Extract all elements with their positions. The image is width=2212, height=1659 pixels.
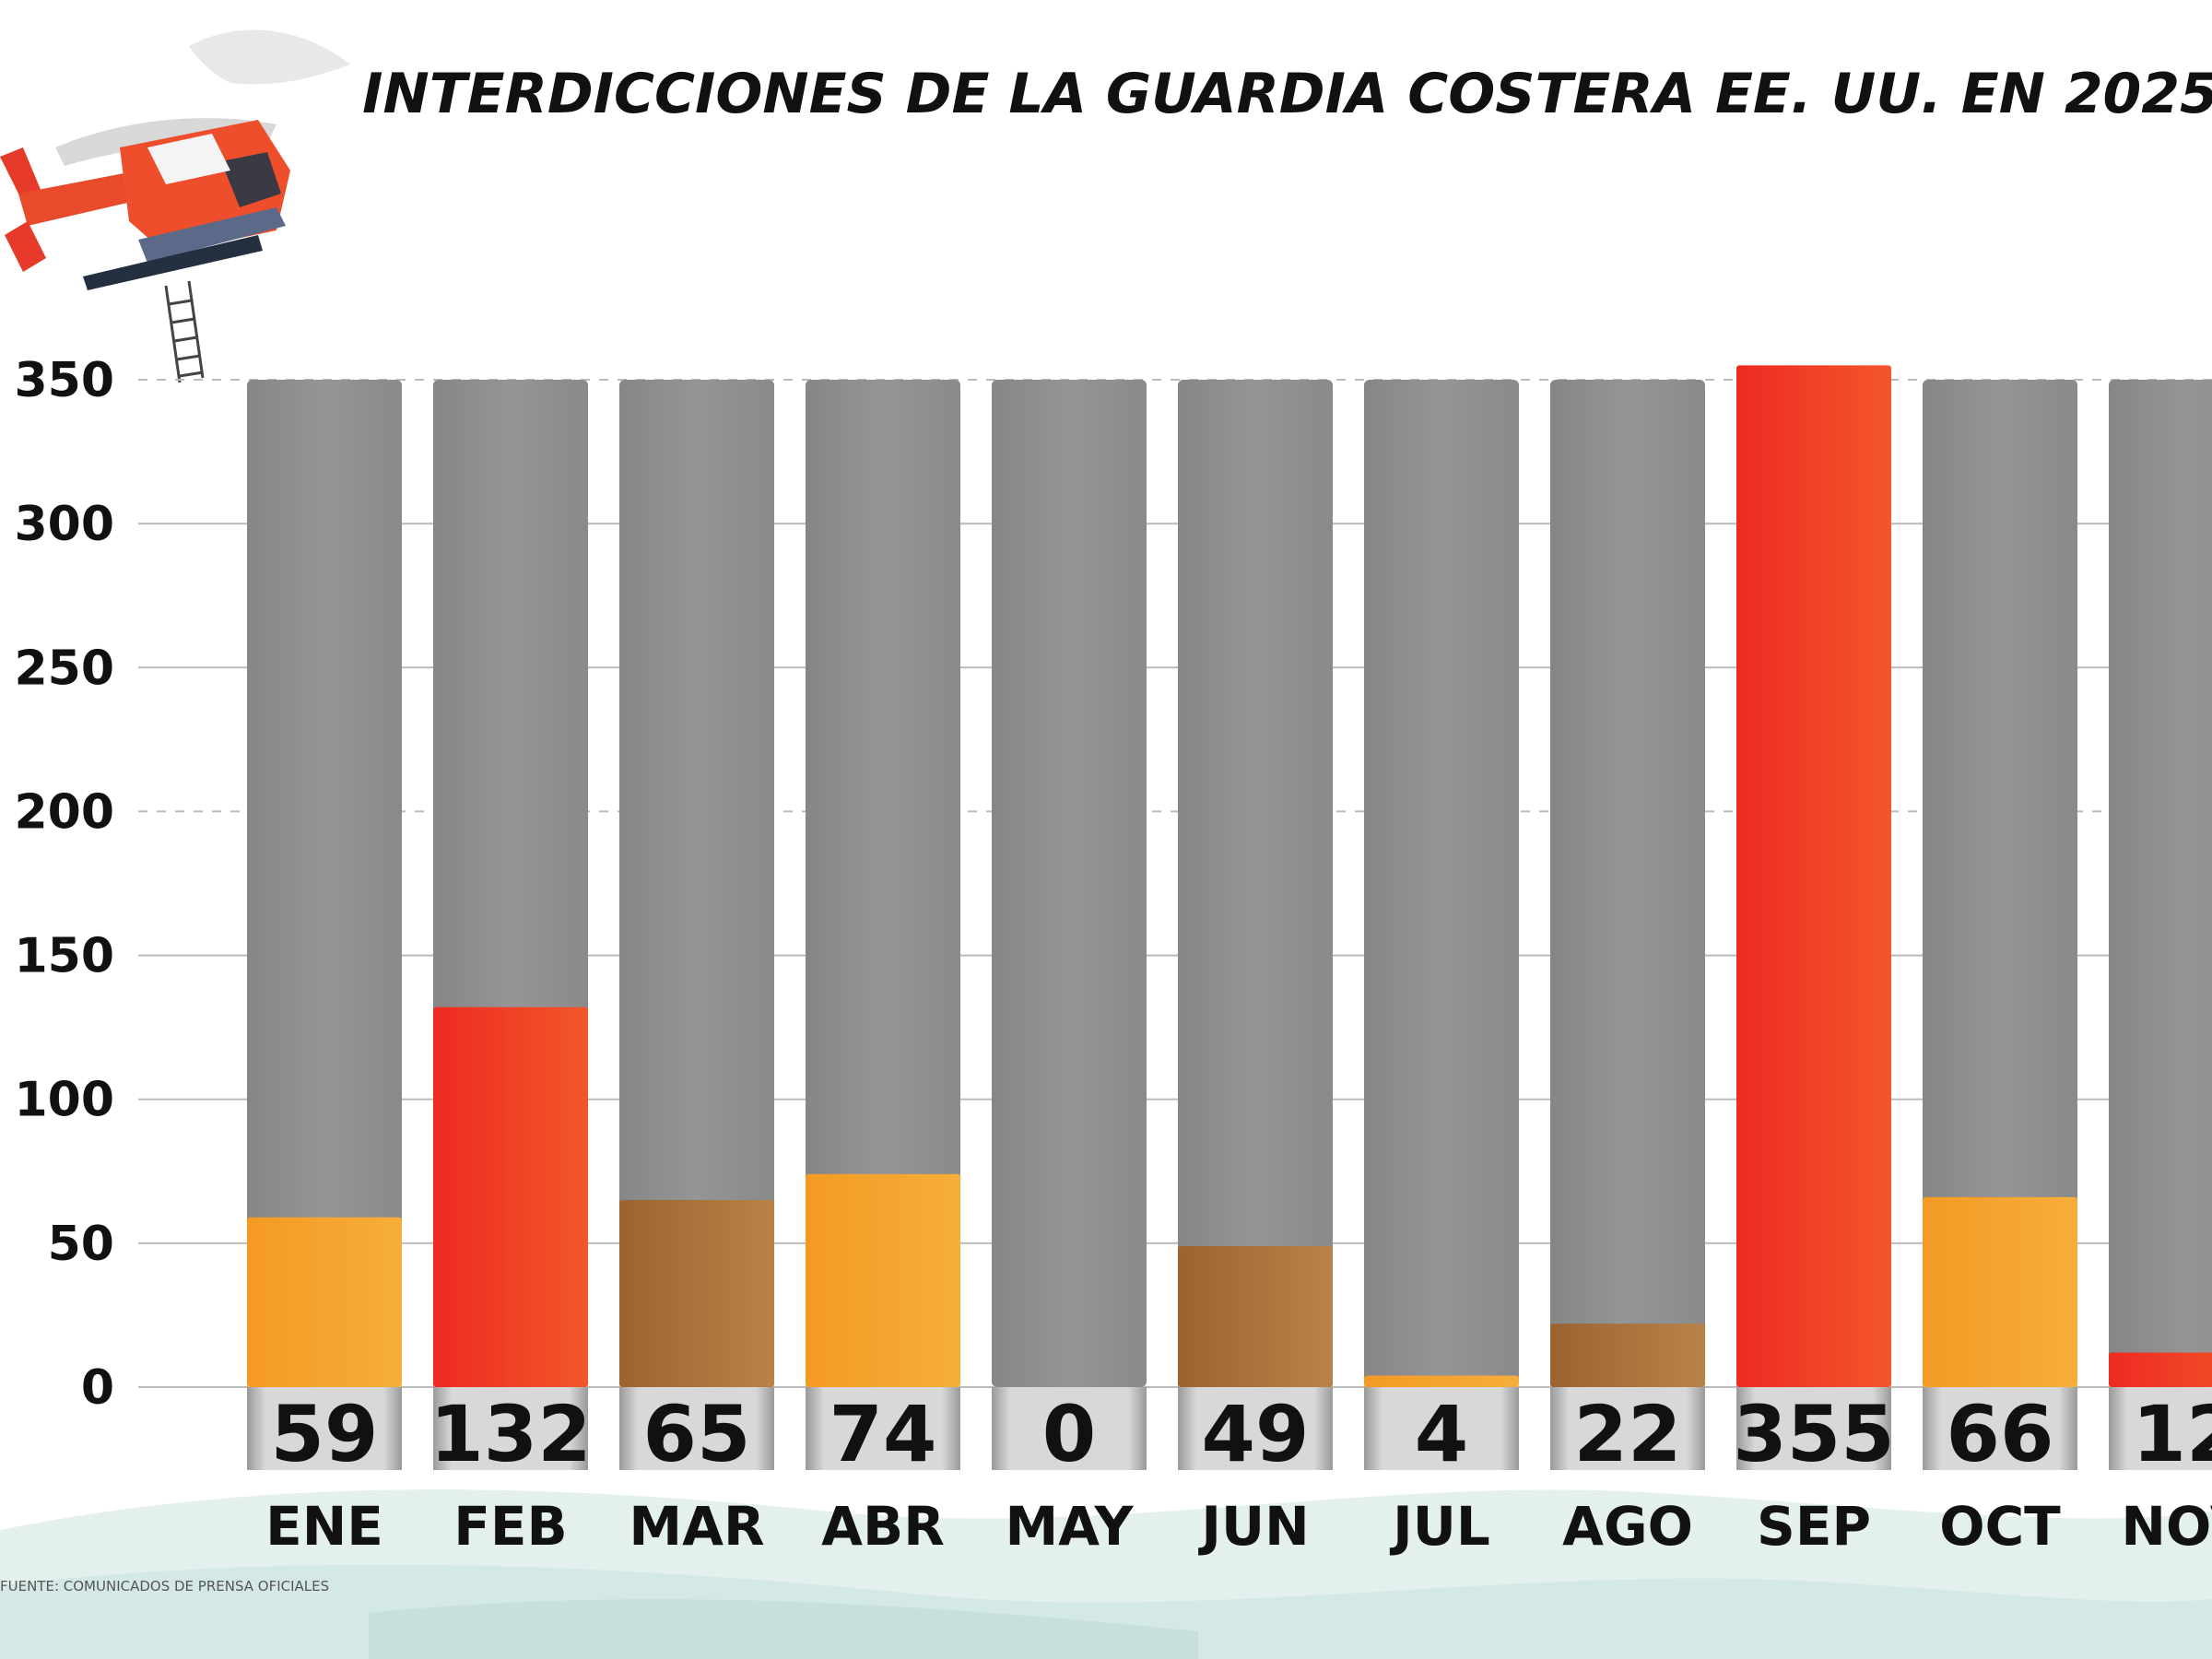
value-label-box (433, 1387, 588, 1470)
x-tick-label: OCT (1939, 1495, 2061, 1558)
bar-background (247, 380, 402, 1387)
bar (619, 1200, 774, 1387)
bar-background (1923, 380, 2077, 1387)
data-label: 66 (1947, 1389, 2054, 1479)
bar-group-feb: 132 FEB (429, 380, 592, 1558)
bar-background (806, 380, 960, 1387)
bar (247, 1217, 402, 1387)
value-label-box (1736, 1387, 1891, 1470)
value-label-box (2109, 1387, 2212, 1470)
bar-group-oct: 66 OCT (1923, 380, 2077, 1558)
bar (1178, 1245, 1333, 1387)
bar-group-sep: 355 SEP (1733, 365, 1895, 1558)
x-tick-label: MAR (629, 1495, 764, 1558)
y-tick-label: 50 (48, 1217, 114, 1272)
y-axis: 0 50 100 150 200 250 300 350 (14, 353, 114, 1416)
bar (1736, 365, 1891, 1387)
bar (806, 1173, 960, 1387)
y-tick-label: 100 (14, 1073, 114, 1128)
y-tick-label: 300 (14, 497, 114, 552)
value-label-box (806, 1387, 960, 1470)
bar-group-nov: 12 NOV (2109, 380, 2212, 1558)
x-tick-label: JUN (1197, 1495, 1309, 1558)
x-tick-label: MAY (1005, 1495, 1134, 1558)
data-label: 59 (271, 1389, 379, 1479)
bar-group-ago: 22 AGO (1550, 380, 1705, 1558)
bars: 59 ENE 132 FEB 65 MAR 74 ABR 0 MAY 49 JUN 4 JUL 22 AGO 3… (247, 365, 2212, 1558)
data-label: 49 (1202, 1389, 1310, 1479)
data-label: 132 (429, 1389, 591, 1479)
bar-group-ene: 59 ENE (247, 380, 402, 1558)
y-tick-label: 200 (14, 784, 114, 840)
value-label-box (1364, 1387, 1519, 1470)
value-label-box (1550, 1387, 1705, 1470)
helicopter-icon (0, 29, 350, 383)
value-label-box (619, 1387, 774, 1470)
y-tick-label: 350 (14, 353, 114, 408)
bar-background (619, 380, 774, 1387)
bar-background (1364, 380, 1519, 1387)
chart-title: INTERDICCIONES DE LA GUARDIA COSTERA EE.… (362, 62, 2212, 126)
value-label-box (1923, 1387, 2077, 1470)
data-label: 74 (830, 1389, 937, 1479)
y-tick-label: 0 (81, 1360, 114, 1416)
value-label-box (247, 1387, 402, 1470)
data-label: 22 (1574, 1389, 1682, 1479)
bar-group-jun: 49 JUN (1178, 380, 1333, 1558)
y-tick-label: 250 (14, 641, 114, 696)
x-tick-label: SEP (1757, 1495, 1871, 1558)
bar-group-mar: 65 MAR (619, 380, 774, 1558)
value-label-box (992, 1387, 1147, 1470)
data-label: 12 (2133, 1389, 2212, 1479)
data-label: 65 (643, 1389, 751, 1479)
value-label-box (1178, 1387, 1333, 1470)
x-tick-label: AGO (1562, 1495, 1693, 1558)
x-tick-label: ABR (821, 1495, 945, 1558)
bar-background (2109, 380, 2212, 1387)
bar-background (1550, 380, 1705, 1387)
bar-background (1178, 380, 1333, 1387)
data-label: 4 (1415, 1389, 1468, 1479)
data-label: 0 (1042, 1389, 1096, 1479)
bar (1364, 1375, 1519, 1387)
bar (1550, 1324, 1705, 1387)
x-tick-label: NOV (2121, 1495, 2212, 1558)
source-note: FUENTE: COMUNICADOS DE PRENSA OFICIALES (0, 1578, 329, 1594)
bar-background (992, 380, 1147, 1387)
bar (2109, 1352, 2212, 1387)
x-tick-label: JUL (1389, 1495, 1490, 1558)
x-tick-label: FEB (453, 1495, 567, 1558)
bar-group-jul: 4 JUL (1364, 380, 1519, 1558)
x-tick-label: ENE (265, 1495, 383, 1558)
bar-group-abr: 74 ABR (806, 380, 960, 1558)
bar-group-may: 0 MAY (992, 380, 1147, 1558)
data-label: 355 (1733, 1389, 1894, 1479)
bar (1923, 1196, 2077, 1387)
bar (433, 1006, 588, 1387)
wave-decoration (0, 1489, 2212, 1659)
y-tick-label: 150 (14, 929, 114, 984)
